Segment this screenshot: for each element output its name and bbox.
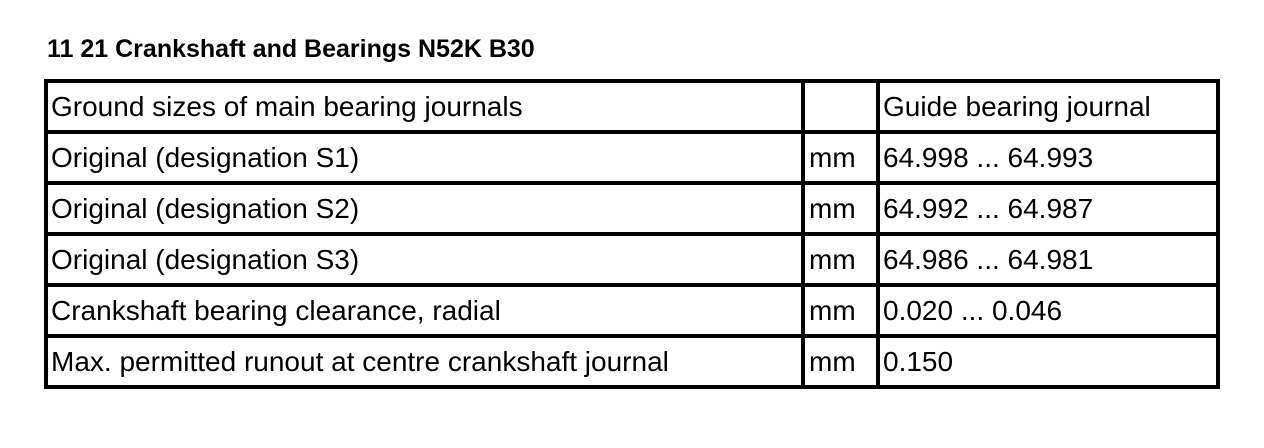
label-cell: Original (designation S2) (44, 181, 805, 236)
label-cell: Original (designation S1) (44, 130, 805, 185)
page-title: 11 21 Crankshaft and Bearings N52K B30 (47, 35, 535, 63)
unit-cell: mm (801, 232, 880, 287)
label-cell: Original (designation S3) (44, 232, 805, 287)
unit-cell: mm (801, 334, 880, 389)
value-cell: 64.998 ... 64.993 (876, 130, 1220, 185)
value-cell: 64.986 ... 64.981 (876, 232, 1220, 287)
unit-cell: mm (801, 181, 880, 236)
table-header-row: Ground sizes of main bearing journals Gui… (44, 79, 1220, 134)
label-cell: Ground sizes of main bearing journals (44, 79, 805, 134)
table-row: Original (designation S1) mm 64.998 ... 64… (44, 130, 1220, 185)
value-cell: 0.150 (876, 334, 1220, 389)
value-cell: 64.992 ... 64.987 (876, 181, 1220, 236)
unit-cell: mm (801, 283, 880, 338)
unit-cell (801, 79, 880, 134)
table-row: Original (designation S2) mm 64.992 ... 64… (44, 181, 1220, 236)
value-cell: 0.020 ... 0.046 (876, 283, 1220, 338)
table-row: Crankshaft bearing clearance, radial mm 0.… (44, 283, 1220, 338)
table-row: Original (designation S3) mm 64.986 ... 64… (44, 232, 1220, 287)
table-row: Max. permitted runout at centre cranksha… (44, 334, 1220, 389)
label-cell: Max. permitted runout at centre cranksha… (44, 334, 805, 389)
specs-table: Ground sizes of main bearing journals Gui… (44, 79, 1220, 389)
label-cell: Crankshaft bearing clearance, radial (44, 283, 805, 338)
unit-cell: mm (801, 130, 880, 185)
value-cell: Guide bearing journal (876, 79, 1220, 134)
